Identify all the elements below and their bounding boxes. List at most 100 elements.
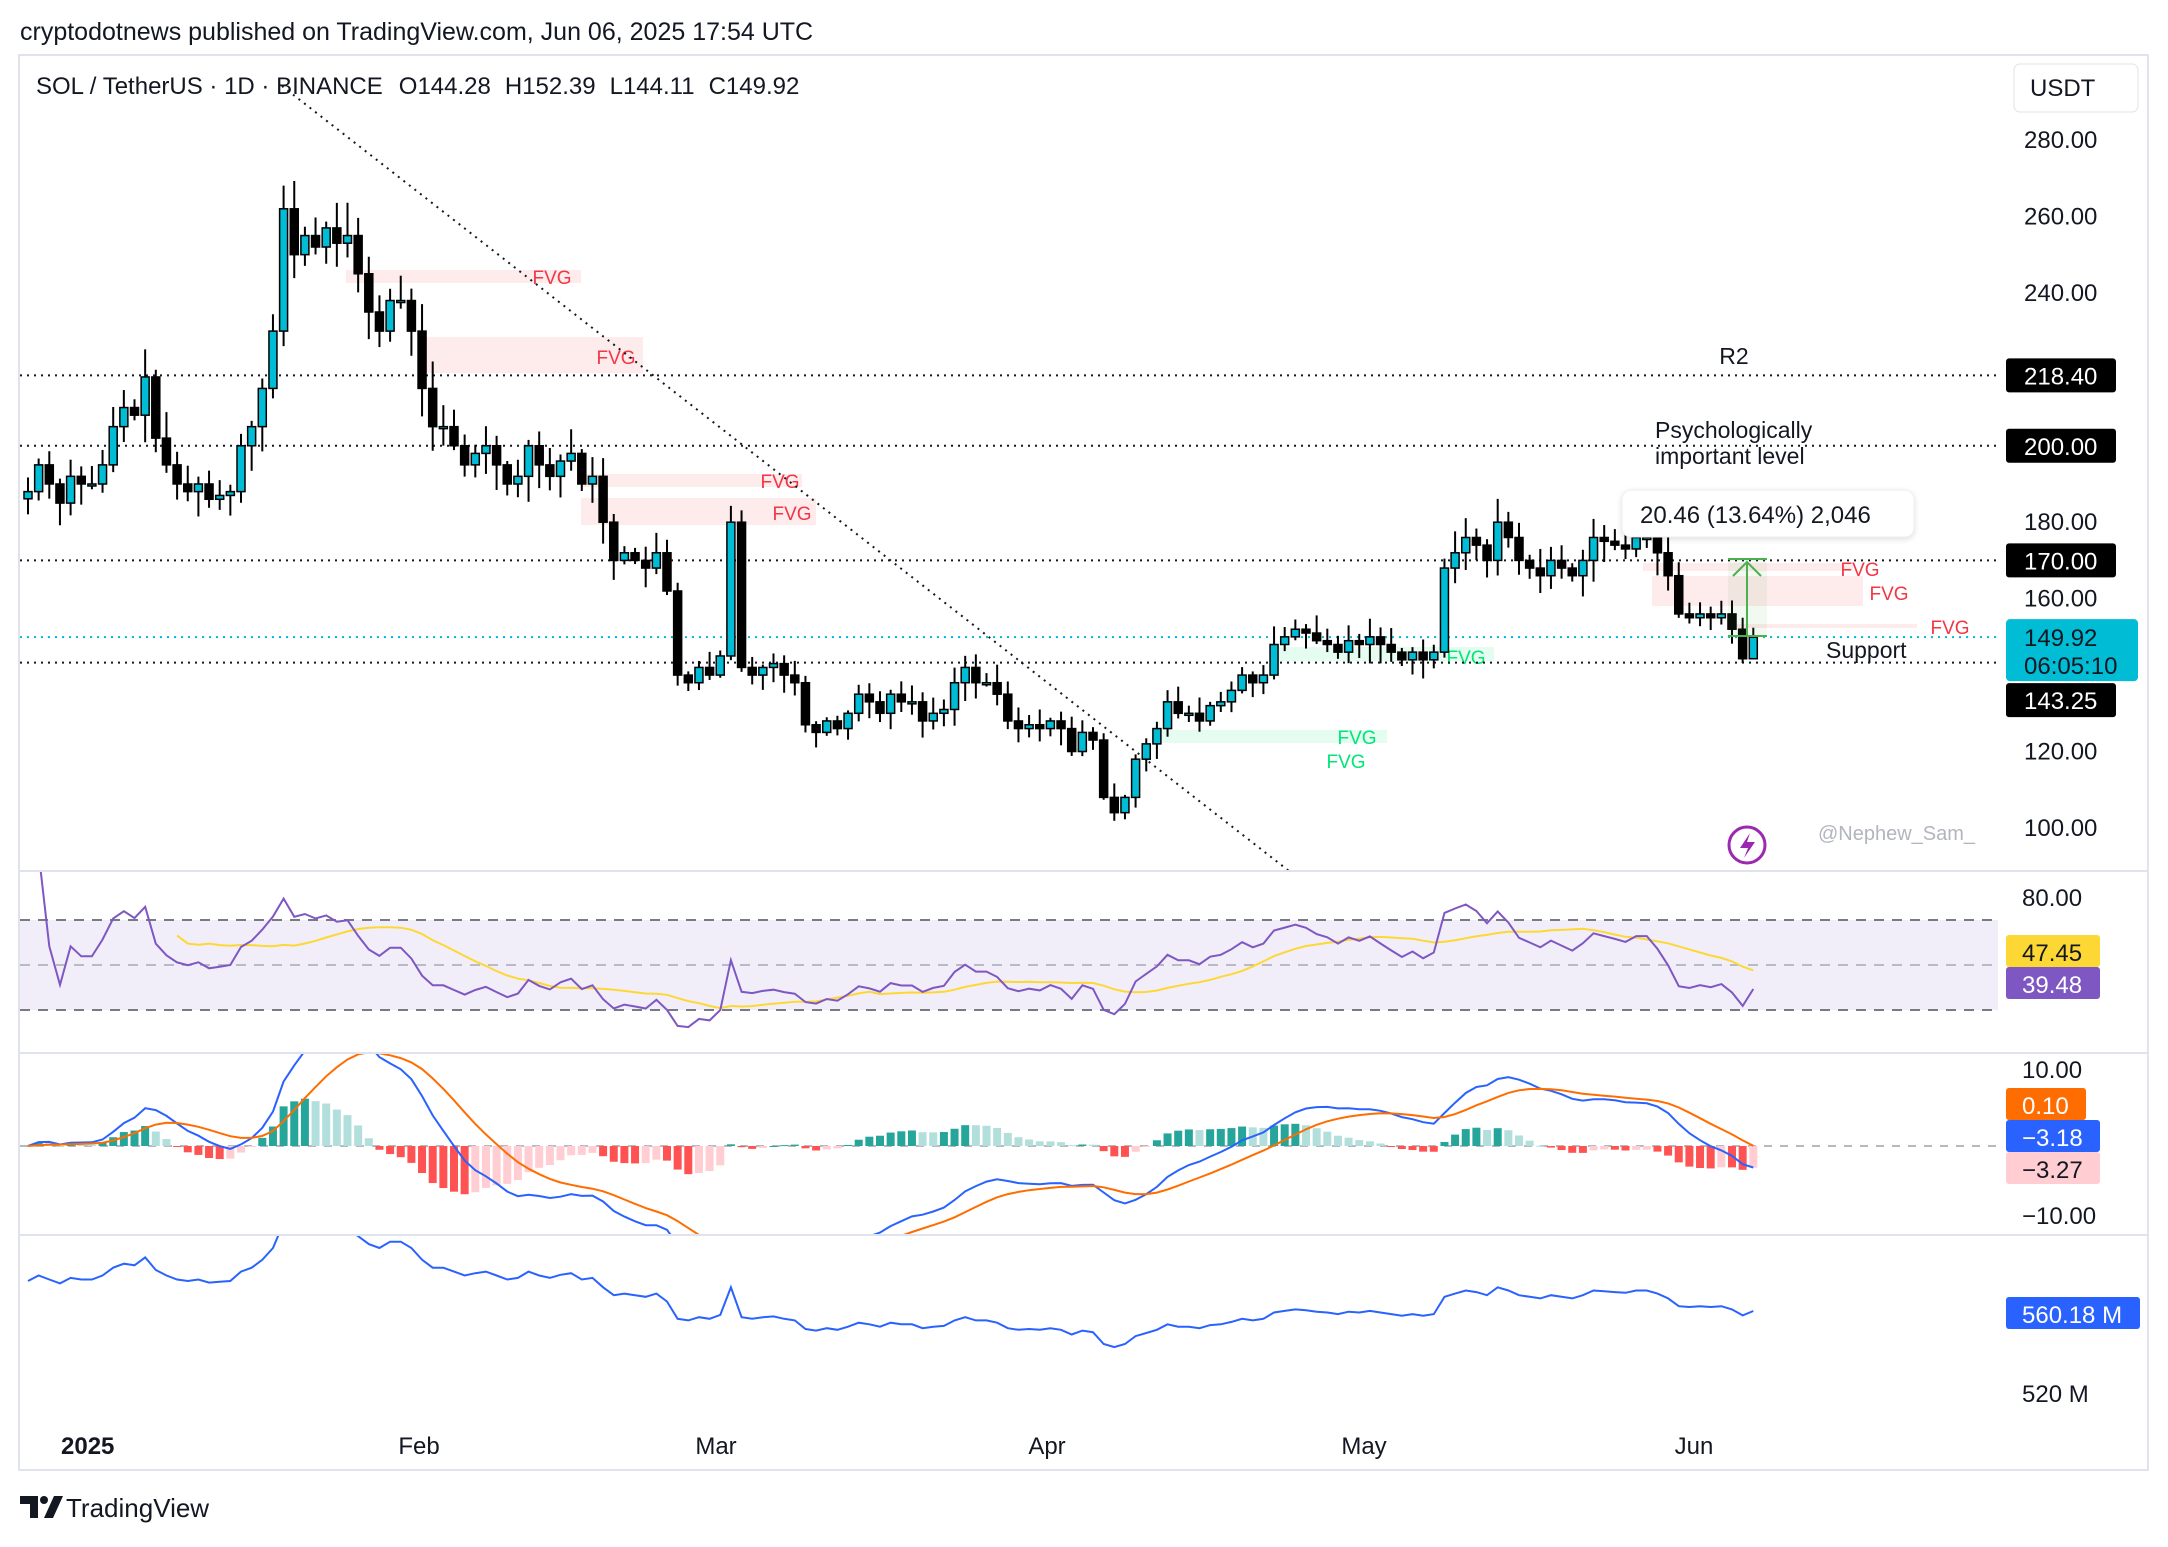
histogram-bar — [599, 1146, 608, 1157]
obv-pane[interactable] — [27, 1223, 1754, 1349]
candle — [406, 299, 417, 332]
fvg-label: FVG — [1337, 728, 1376, 749]
histogram-bar — [1642, 1146, 1651, 1150]
histogram-bar — [1131, 1146, 1140, 1152]
rsi-value: 39.48 — [2022, 972, 2082, 999]
signal-value: 0.10 — [2022, 1093, 2069, 1120]
candle — [396, 299, 406, 304]
candle — [960, 666, 970, 684]
candle — [1322, 639, 1333, 646]
signal-badge — [2006, 1088, 2086, 1120]
candle — [1524, 559, 1535, 569]
currency-button[interactable] — [2013, 63, 2139, 113]
candle — [598, 475, 608, 523]
candle — [566, 452, 576, 462]
histogram-bar — [1035, 1141, 1044, 1146]
histogram-bar — [279, 1106, 288, 1146]
candle — [108, 425, 118, 466]
candle — [417, 330, 427, 390]
histogram-bar — [1578, 1146, 1587, 1153]
candle — [97, 464, 108, 485]
candle — [1397, 651, 1407, 661]
histogram-bar — [1397, 1146, 1406, 1150]
candle — [1429, 651, 1439, 661]
trendline[interactable] — [281, 85, 1290, 871]
histogram-bar — [386, 1146, 395, 1155]
histogram-bar — [801, 1146, 810, 1149]
fvg-zone — [1727, 624, 1917, 628]
histogram-bar — [726, 1144, 735, 1146]
histogram-bar — [450, 1146, 458, 1192]
candle — [353, 234, 363, 275]
candle — [1450, 552, 1460, 569]
obv-axis-label: 520 M — [2022, 1381, 2089, 1408]
candle — [257, 387, 268, 428]
price-tick: 240.00 — [2024, 280, 2097, 307]
histogram-bar — [130, 1130, 139, 1146]
currency-label: USDT — [2030, 75, 2096, 102]
fvg-zone — [346, 270, 581, 283]
histogram-bar — [620, 1146, 629, 1164]
obv-badge — [2006, 1297, 2140, 1329]
price-badge — [2006, 358, 2116, 393]
histogram-bar — [1163, 1133, 1172, 1146]
time-axis[interactable]: 2025 Feb Mar Apr May Jun — [61, 1433, 1713, 1460]
fvg-label: FVG — [772, 504, 811, 525]
candle — [1674, 574, 1684, 615]
candle — [1375, 636, 1386, 646]
histogram-bar — [258, 1137, 267, 1146]
candle — [1354, 639, 1364, 646]
histogram-bar — [1525, 1140, 1534, 1146]
candle — [1461, 536, 1471, 554]
candle — [790, 674, 800, 684]
candle — [1439, 567, 1450, 653]
histogram-bar — [1664, 1146, 1673, 1156]
histogram-bar — [1621, 1146, 1630, 1151]
candle — [385, 299, 395, 332]
histogram-bar — [1270, 1125, 1279, 1146]
histogram-bar — [1206, 1129, 1215, 1146]
signal-line — [27, 1054, 1754, 1234]
candle — [1535, 567, 1546, 577]
tradingview-logo-icon — [20, 1496, 63, 1518]
candle — [1120, 796, 1130, 814]
histogram-bar — [332, 1109, 341, 1146]
candle — [971, 666, 981, 684]
candle — [640, 559, 651, 569]
histogram-bar — [428, 1146, 437, 1184]
candle — [1290, 628, 1301, 638]
candle — [1343, 639, 1354, 653]
histogram-bar — [151, 1131, 160, 1146]
macd-axis-top: 10.00 — [2022, 1057, 2082, 1084]
arrow-up-icon — [1732, 560, 1762, 577]
psych-level-label: Psychologically — [1655, 417, 1813, 443]
obv-value: 560.18 M — [2022, 1302, 2122, 1329]
tradingview-logo[interactable]: TradingView — [20, 1493, 209, 1523]
histogram-bar — [141, 1126, 150, 1146]
candle — [609, 521, 619, 562]
lightning-icon[interactable] — [1727, 825, 1767, 865]
candle — [651, 552, 662, 569]
fvg-label: FVG — [1840, 560, 1879, 581]
candle — [364, 273, 374, 313]
macd-pane[interactable] — [20, 1029, 1998, 1267]
price-tick: 160.00 — [2024, 586, 2097, 613]
histogram-bar — [1344, 1137, 1353, 1146]
candle — [1258, 674, 1269, 684]
countdown: 06:05:10 — [2024, 653, 2117, 680]
rsi-pane[interactable] — [20, 853, 1998, 1029]
symbol-name[interactable]: SOL / TetherUS · 1D · BINANCE — [36, 73, 383, 100]
histogram-bar — [1184, 1129, 1193, 1146]
candle — [1695, 613, 1705, 619]
candle — [1567, 567, 1577, 577]
candle — [172, 464, 182, 485]
symbol-legend[interactable]: SOL / TetherUS · 1D · BINANCE O144.28 H152… — [36, 73, 799, 100]
histogram-bar — [418, 1146, 427, 1173]
rsi-line — [39, 872, 1755, 1029]
histogram-bar — [492, 1146, 501, 1186]
candle — [44, 464, 55, 485]
histogram-bar — [1568, 1146, 1577, 1153]
price-tick: 180.00 — [2024, 509, 2097, 536]
